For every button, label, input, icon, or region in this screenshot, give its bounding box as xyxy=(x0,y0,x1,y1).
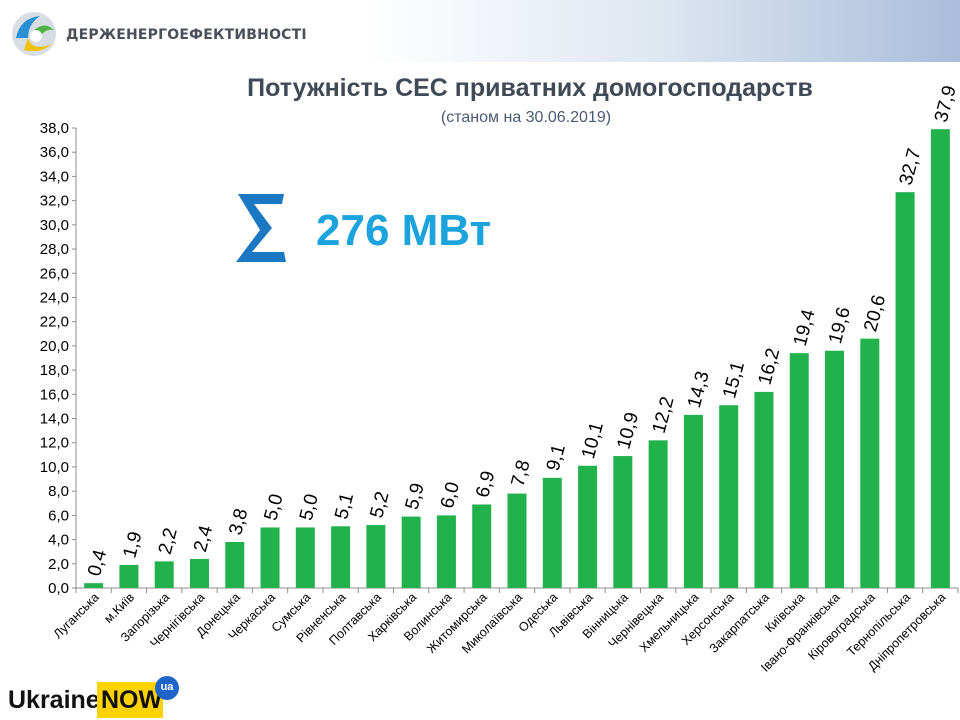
bar xyxy=(295,527,315,588)
chart-title: Потужність СЕС приватних домогосподарств xyxy=(247,74,813,102)
y-tick-label: 0,0 xyxy=(48,580,69,597)
bar xyxy=(789,353,809,588)
data-label: 15,1 xyxy=(719,359,749,400)
bar xyxy=(930,129,950,589)
data-label: 6,0 xyxy=(437,480,464,511)
data-label: 12,2 xyxy=(649,394,679,435)
data-label: 0,4 xyxy=(84,547,111,578)
org-name: ДЕРЖЕНЕРГОЕФЕКТИВНОСТІ xyxy=(66,27,307,43)
data-label: 5,9 xyxy=(402,481,429,512)
bar xyxy=(401,516,421,588)
y-tick-label: 20,0 xyxy=(40,338,69,355)
bar xyxy=(542,477,562,588)
y-tick-label: 18,0 xyxy=(40,362,69,379)
bar xyxy=(683,414,703,588)
data-label: 1,9 xyxy=(119,529,146,560)
bar xyxy=(754,391,774,588)
bar xyxy=(860,338,880,588)
bar xyxy=(895,192,915,588)
data-label: 19,6 xyxy=(825,305,855,346)
y-tick-label: 28,0 xyxy=(40,241,69,258)
bar xyxy=(436,515,456,588)
y-tick-label: 12,0 xyxy=(40,435,69,452)
bar xyxy=(331,526,351,588)
bar xyxy=(225,542,245,588)
bar xyxy=(507,493,527,588)
data-label: 20,6 xyxy=(860,293,890,334)
data-label: 9,1 xyxy=(543,442,570,473)
y-tick-label: 16,0 xyxy=(40,386,69,403)
data-label: 5,2 xyxy=(366,489,393,520)
sigma-icon xyxy=(236,194,286,262)
bar xyxy=(648,440,668,588)
bar xyxy=(825,350,845,588)
header-band xyxy=(0,0,960,62)
bar xyxy=(260,527,280,588)
ua-badge: ua xyxy=(155,676,179,700)
data-label: 10,9 xyxy=(613,410,643,451)
total-capacity-block: 276 МВт xyxy=(232,190,552,270)
y-tick-label: 38,0 xyxy=(40,120,69,137)
y-tick-label: 6,0 xyxy=(48,507,69,524)
data-label: 37,9 xyxy=(931,83,960,124)
energy-efficiency-logo-icon xyxy=(12,12,56,56)
y-tick-label: 8,0 xyxy=(48,483,69,500)
data-label: 16,2 xyxy=(755,346,785,387)
data-label: 5,0 xyxy=(261,492,288,523)
bar xyxy=(84,583,104,588)
total-capacity-value: 276 МВт xyxy=(316,206,492,255)
y-tick-label: 26,0 xyxy=(40,265,69,282)
data-label: 6,9 xyxy=(472,469,499,500)
data-label: 19,4 xyxy=(790,307,820,349)
data-label: 5,0 xyxy=(296,492,323,523)
chart-subtitle: (станом на 30.06.2019) xyxy=(440,109,612,126)
data-label: 3,8 xyxy=(225,506,252,537)
bar xyxy=(472,504,492,588)
ukraine-now-logo: Ukraine NOW ua xyxy=(8,676,179,720)
bar xyxy=(578,465,598,588)
data-label: 14,3 xyxy=(684,369,714,410)
now-logo-word: NOW xyxy=(101,686,163,714)
now-highlight-box: NOW xyxy=(97,682,163,718)
y-tick-label: 22,0 xyxy=(40,314,69,331)
y-tick-label: 4,0 xyxy=(48,532,69,549)
y-tick-label: 34,0 xyxy=(40,168,69,185)
bar xyxy=(366,525,386,588)
bar xyxy=(154,561,174,588)
y-tick-label: 2,0 xyxy=(48,556,69,573)
data-label: 10,1 xyxy=(578,420,608,461)
y-tick-label: 10,0 xyxy=(40,459,69,476)
bar xyxy=(189,558,209,588)
data-label: 7,8 xyxy=(508,458,535,489)
y-tick-label: 24,0 xyxy=(40,289,69,306)
bar xyxy=(719,405,739,588)
x-tick-label: Луганська xyxy=(51,590,102,641)
y-tick-label: 36,0 xyxy=(40,144,69,161)
y-tick-label: 32,0 xyxy=(40,193,69,210)
data-label: 5,1 xyxy=(331,491,358,522)
data-label: 2,4 xyxy=(190,523,217,554)
y-tick-label: 30,0 xyxy=(40,217,69,234)
ukraine-logo-word: Ukraine xyxy=(8,686,100,714)
data-label: 2,2 xyxy=(155,526,182,557)
bar xyxy=(119,565,139,588)
y-tick-label: 14,0 xyxy=(40,411,69,428)
bar xyxy=(613,456,633,588)
data-label: 32,7 xyxy=(896,146,926,187)
